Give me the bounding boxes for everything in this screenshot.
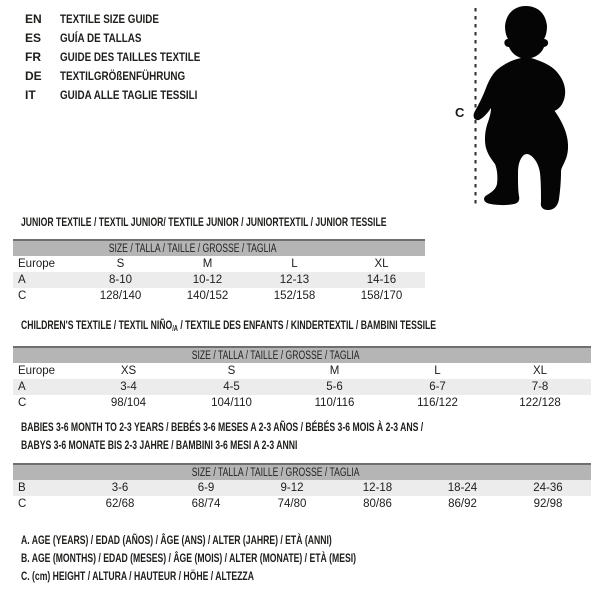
babies-table-title-line2: BABYS 3-6 MONATE BIS 2-3 JAHRE / BAMBINI…: [21, 438, 298, 452]
height-value: 98/104: [110, 397, 147, 409]
language-code: FR: [25, 49, 41, 64]
height-value: 74/80: [277, 498, 307, 510]
size-header-text: SIZE / TALLA / TAILLE / GRÖSSE / TAGLIA: [191, 466, 360, 479]
months-value: 3-6: [77, 480, 163, 496]
size-label: S: [227, 365, 236, 377]
row-label: B: [13, 480, 77, 496]
children-size-table: SIZE / TALLA / TAILLE / GRÖSSE / TAGLIA …: [13, 346, 591, 411]
region-label: Europe: [18, 258, 56, 270]
row-label: C: [18, 397, 27, 409]
size-label: XL: [532, 365, 548, 377]
months-value: 12-18: [335, 480, 420, 496]
language-code: EN: [25, 11, 42, 26]
table-row-height: C 62/68 68/74 74/80 80/86 86/92 92/98: [13, 496, 591, 512]
row-label: C: [18, 498, 27, 510]
height-value: 116/122: [417, 397, 458, 409]
language-row-fr: FR GUIDE DES TAILLES TEXTILE: [25, 47, 231, 66]
row-label: A: [13, 272, 77, 288]
age-value: 12-13: [251, 272, 338, 288]
columns-row: Europe XS S M L XL: [13, 363, 591, 379]
language-row-de: DE TEXTILGRÖßENFÜHRUNG: [25, 66, 231, 85]
size-header-row: SIZE / TALLA / TAILLE / GRÖSSE / TAGLIA: [13, 463, 591, 480]
babies-table-title-line1: BABIES 3-6 MONTH TO 2-3 YEARS / BEBÉS 3-…: [21, 420, 424, 434]
height-value: 128/140: [99, 290, 142, 302]
table-row-age: A 8-10 10-12 12-13 14-16: [13, 272, 425, 288]
children-title-main: CHILDREN'S TEXTILE / TEXTIL NIÑO: [21, 318, 173, 332]
language-title: TEXTILE SIZE GUIDE: [60, 11, 159, 26]
junior-table-title: JUNIOR TEXTILE / TEXTIL JUNIOR/ TEXTILE …: [21, 215, 387, 229]
size-label: M: [329, 365, 340, 377]
age-value: 8-10: [77, 272, 164, 288]
babies-size-table: SIZE / TALLA / TAILLE / GRÖSSE / TAGLIA …: [13, 463, 591, 512]
children-title-subscript: /A: [172, 324, 178, 333]
table-row-age: A 3-4 4-5 5-6 6-7 7-8: [13, 379, 591, 395]
height-value: 122/128: [519, 397, 561, 409]
size-header-row: SIZE / TALLA / TAILLE / GRÖSSE / TAGLIA: [13, 346, 591, 363]
language-title: TEXTILGRÖßENFÜHRUNG: [60, 68, 186, 83]
height-value: 152/158: [273, 290, 316, 302]
height-value: 80/86: [363, 498, 392, 510]
size-header-bar: SIZE / TALLA / TAILLE / GRÖSSE / TAGLIA: [13, 463, 591, 480]
height-value: 86/92: [448, 498, 477, 510]
table-row-height: C 98/104 104/110 110/116 116/122 122/128: [13, 395, 591, 411]
age-value: 14-16: [338, 272, 425, 288]
age-value: 3-4: [77, 379, 180, 395]
size-label: XL: [374, 258, 389, 270]
baby-silhouette-icon: [473, 6, 569, 210]
language-code: IT: [25, 87, 36, 102]
size-label: M: [202, 258, 213, 270]
age-value: 6-7: [386, 379, 489, 395]
table-row-months: B 3-6 6-9 9-12 12-18 18-24 24-36: [13, 480, 591, 496]
size-header-text: SIZE / TALLA / TAILLE / GRÖSSE / TAGLIA: [191, 349, 360, 362]
size-label: S: [116, 258, 125, 270]
age-value: 10-12: [164, 272, 251, 288]
months-value: 18-24: [420, 480, 505, 496]
language-row-es: ES GUÍA DE TALLAS: [25, 28, 231, 47]
size-header-bar: SIZE / TALLA / TAILLE / GRÖSSE / TAGLIA: [13, 239, 425, 256]
children-table-title: CHILDREN'S TEXTILE / TEXTIL NIÑO/A / TEX…: [21, 318, 436, 333]
months-value: 6-9: [163, 480, 249, 496]
baby-figure: [440, 0, 600, 220]
age-value: 7-8: [489, 379, 591, 395]
region-label: Europe: [18, 365, 56, 377]
height-value: 110/116: [314, 397, 355, 409]
height-value: 158/170: [360, 290, 403, 302]
row-label: A: [13, 379, 77, 395]
height-value: 62/68: [105, 498, 135, 510]
height-value: 140/152: [186, 290, 229, 302]
language-list: EN TEXTILE SIZE GUIDE ES GUÍA DE TALLAS …: [25, 9, 231, 104]
size-label: L: [434, 365, 441, 377]
size-label: L: [291, 258, 298, 270]
footnote-height-cm: C. (cm) HEIGHT / ALTURA / HAUTEUR / HÖHE…: [21, 569, 254, 583]
size-label: XS: [120, 365, 137, 377]
language-row-en: EN TEXTILE SIZE GUIDE: [25, 9, 231, 28]
height-value: 92/98: [533, 498, 563, 510]
size-header-bar: SIZE / TALLA / TAILLE / GRÖSSE / TAGLIA: [13, 346, 591, 363]
age-value: 5-6: [283, 379, 386, 395]
language-code: DE: [25, 68, 42, 83]
height-value: 104/110: [211, 397, 252, 409]
age-value: 4-5: [180, 379, 283, 395]
size-header-row: SIZE / TALLA / TAILLE / GRÖSSE / TAGLIA: [13, 239, 425, 256]
language-code: ES: [25, 30, 42, 45]
language-title: GUÍA DE TALLAS: [60, 30, 142, 45]
height-value: 68/74: [191, 498, 221, 510]
baby-figure-svg: [473, 6, 569, 210]
language-row-it: IT GUIDA ALLE TAGLIE TESSILI: [25, 85, 231, 104]
months-value: 24-36: [505, 480, 591, 496]
footnote-age-months: B. AGE (MONTHS) / EDAD (MESES) / ÂGE (MO…: [21, 551, 357, 565]
footnote-age-years: A. AGE (YEARS) / EDAD (AÑOS) / ÂGE (ANS)…: [21, 533, 332, 547]
children-title-rest: / TEXTILE DES ENFANTS / KINDERTEXTIL / B…: [177, 318, 437, 332]
language-title: GUIDE DES TAILLES TEXTILE: [60, 49, 201, 64]
months-value: 9-12: [249, 480, 335, 496]
height-label-c: C: [455, 105, 465, 120]
size-header-text: SIZE / TALLA / TAILLE / GRÖSSE / TAGLIA: [108, 242, 277, 255]
columns-row: Europe S M L XL: [13, 256, 425, 272]
language-title: GUIDA ALLE TAGLIE TESSILI: [60, 87, 198, 102]
table-row-height: C 128/140 140/152 152/158 158/170: [13, 288, 425, 304]
junior-size-table: SIZE / TALLA / TAILLE / GRÖSSE / TAGLIA …: [13, 239, 425, 304]
row-label: C: [18, 290, 27, 302]
